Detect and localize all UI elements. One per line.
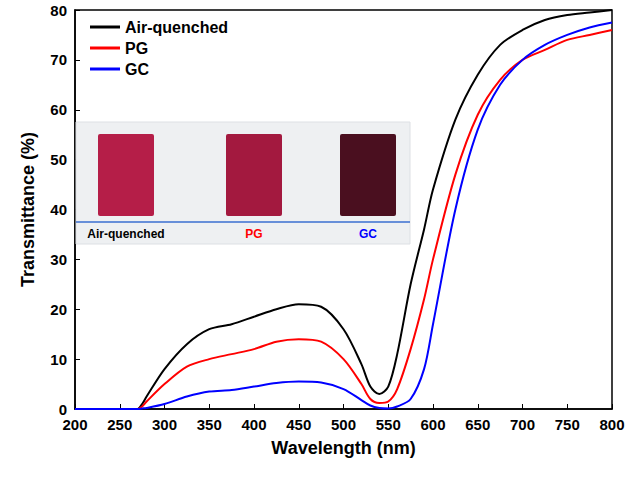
svg-text:800: 800 [599, 416, 624, 433]
svg-text:350: 350 [197, 416, 222, 433]
svg-text:750: 750 [555, 416, 580, 433]
svg-text:400: 400 [241, 416, 266, 433]
svg-text:PG: PG [245, 227, 262, 241]
svg-text:Wavelength (nm): Wavelength (nm) [271, 438, 415, 458]
svg-text:0: 0 [59, 401, 67, 418]
svg-text:30: 30 [50, 251, 67, 268]
svg-text:80: 80 [50, 2, 67, 19]
svg-text:650: 650 [465, 416, 490, 433]
svg-text:550: 550 [376, 416, 401, 433]
svg-text:60: 60 [50, 101, 67, 118]
svg-text:20: 20 [50, 301, 67, 318]
svg-text:250: 250 [107, 416, 132, 433]
svg-text:50: 50 [50, 151, 67, 168]
svg-text:PG: PG [125, 40, 148, 57]
svg-text:Transmittance (%): Transmittance (%) [18, 132, 38, 287]
svg-text:200: 200 [62, 416, 87, 433]
svg-text:GC: GC [359, 227, 377, 241]
svg-text:GC: GC [125, 61, 149, 78]
svg-text:700: 700 [510, 416, 535, 433]
svg-text:600: 600 [420, 416, 445, 433]
svg-text:450: 450 [286, 416, 311, 433]
svg-text:Air-quenched: Air-quenched [87, 227, 164, 241]
svg-text:70: 70 [50, 51, 67, 68]
svg-text:40: 40 [50, 201, 67, 218]
svg-text:500: 500 [331, 416, 356, 433]
svg-text:Air-quenched: Air-quenched [125, 19, 228, 36]
svg-text:10: 10 [50, 351, 67, 368]
svg-text:300: 300 [152, 416, 177, 433]
